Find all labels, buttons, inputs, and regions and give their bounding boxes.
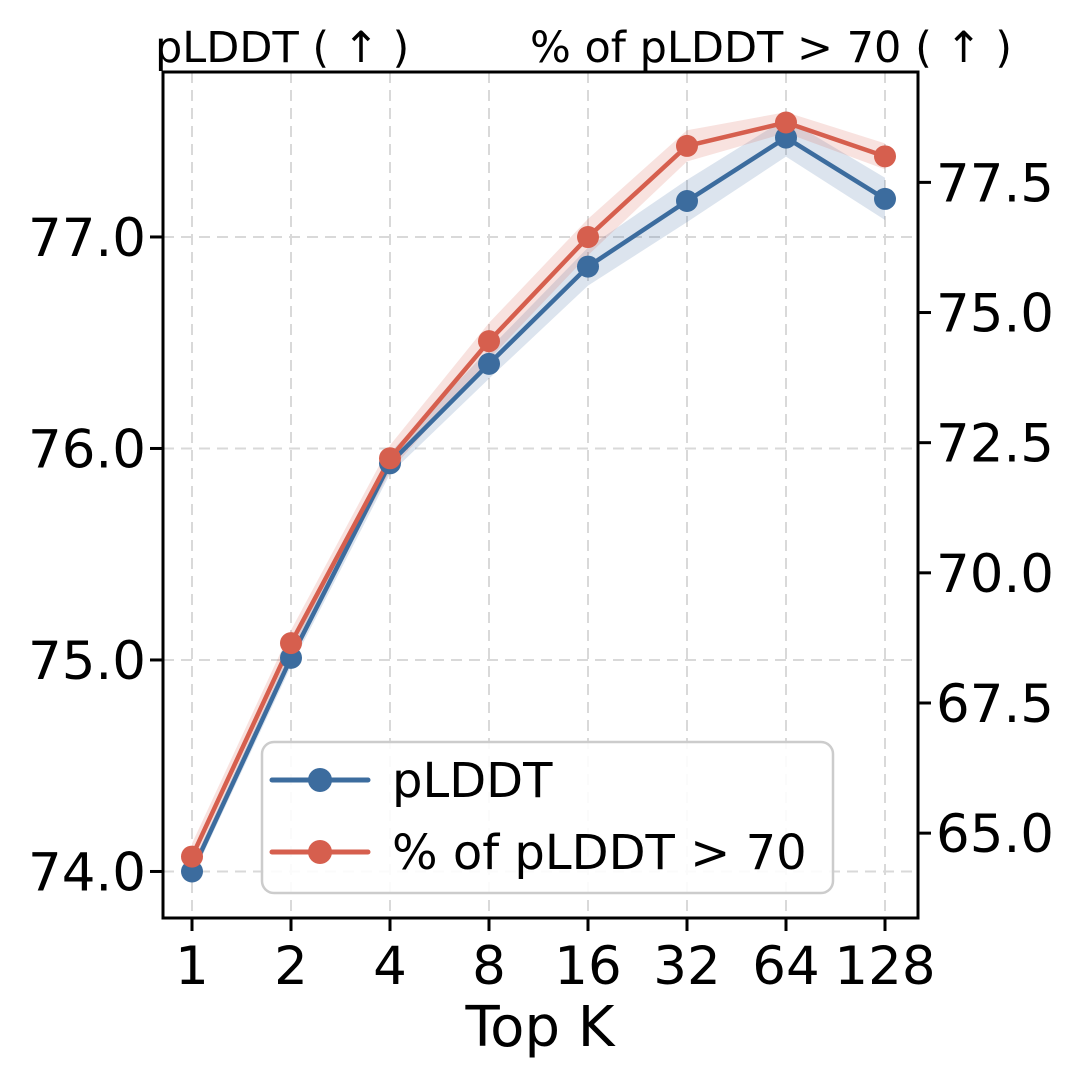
x-axis-label: Top K	[464, 995, 615, 1060]
series-marker-layer	[181, 111, 896, 883]
x-tick-label: 4	[373, 936, 407, 997]
data-point-marker	[775, 126, 797, 149]
right-tick-label: 65.0	[936, 804, 1054, 865]
data-point-marker	[874, 145, 896, 168]
legend-box	[260, 740, 835, 895]
right-tick-label: 72.5	[936, 414, 1054, 475]
x-tick-label: 16	[554, 936, 621, 997]
left-tick-label: 74.0	[28, 842, 146, 903]
legend-handle-marker	[308, 840, 332, 864]
left-axis-title: pLDDT ( ↑ )	[155, 23, 409, 73]
plot-border	[161, 70, 920, 920]
legend-handle-marker	[308, 768, 332, 792]
series-line-layer	[189, 120, 888, 874]
x-tick-label: 32	[653, 936, 720, 997]
data-point-marker	[280, 632, 302, 655]
data-point-marker	[478, 330, 500, 353]
series-line-pct-over-70	[189, 120, 888, 859]
x-tick-label: 1	[175, 936, 209, 997]
data-point-marker	[577, 226, 599, 249]
right-tick-label: 75.0	[936, 284, 1054, 345]
tick-layer: 74.0 75.0 76.0 77.0 65.0 67.5 70.0 72.5 75.0 77.5…	[28, 153, 1054, 997]
x-tick-label: 128	[834, 936, 935, 997]
x-tick-label: 8	[472, 936, 506, 997]
right-tick-label: 70.0	[936, 544, 1054, 605]
data-point-marker	[379, 447, 401, 470]
legend-item-label: % of pLDDT > 70	[392, 825, 807, 881]
data-point-marker	[775, 111, 797, 134]
right-tick-label: 77.5	[936, 153, 1054, 214]
data-point-marker	[478, 352, 500, 375]
data-point-marker	[676, 134, 698, 157]
legend-item-label: pLDDT	[392, 753, 553, 809]
left-tick-label: 75.0	[28, 631, 146, 692]
data-point-marker	[874, 187, 896, 210]
x-tick-label: 64	[752, 936, 819, 997]
axes-spine-layer	[161, 70, 920, 920]
left-tick-label: 76.0	[28, 419, 146, 480]
left-tick-label: 77.0	[28, 208, 146, 269]
legend: pLDDT % of pLDDT > 70	[260, 740, 835, 895]
x-tick-label: 2	[274, 936, 308, 997]
data-point-marker	[676, 190, 698, 213]
data-point-marker	[181, 845, 203, 868]
data-point-marker	[577, 255, 599, 278]
series-line-pLDDT	[189, 135, 888, 874]
right-tick-label: 67.5	[936, 674, 1054, 735]
right-axis-title: % of pLDDT > 70 ( ↑ )	[530, 23, 1012, 73]
